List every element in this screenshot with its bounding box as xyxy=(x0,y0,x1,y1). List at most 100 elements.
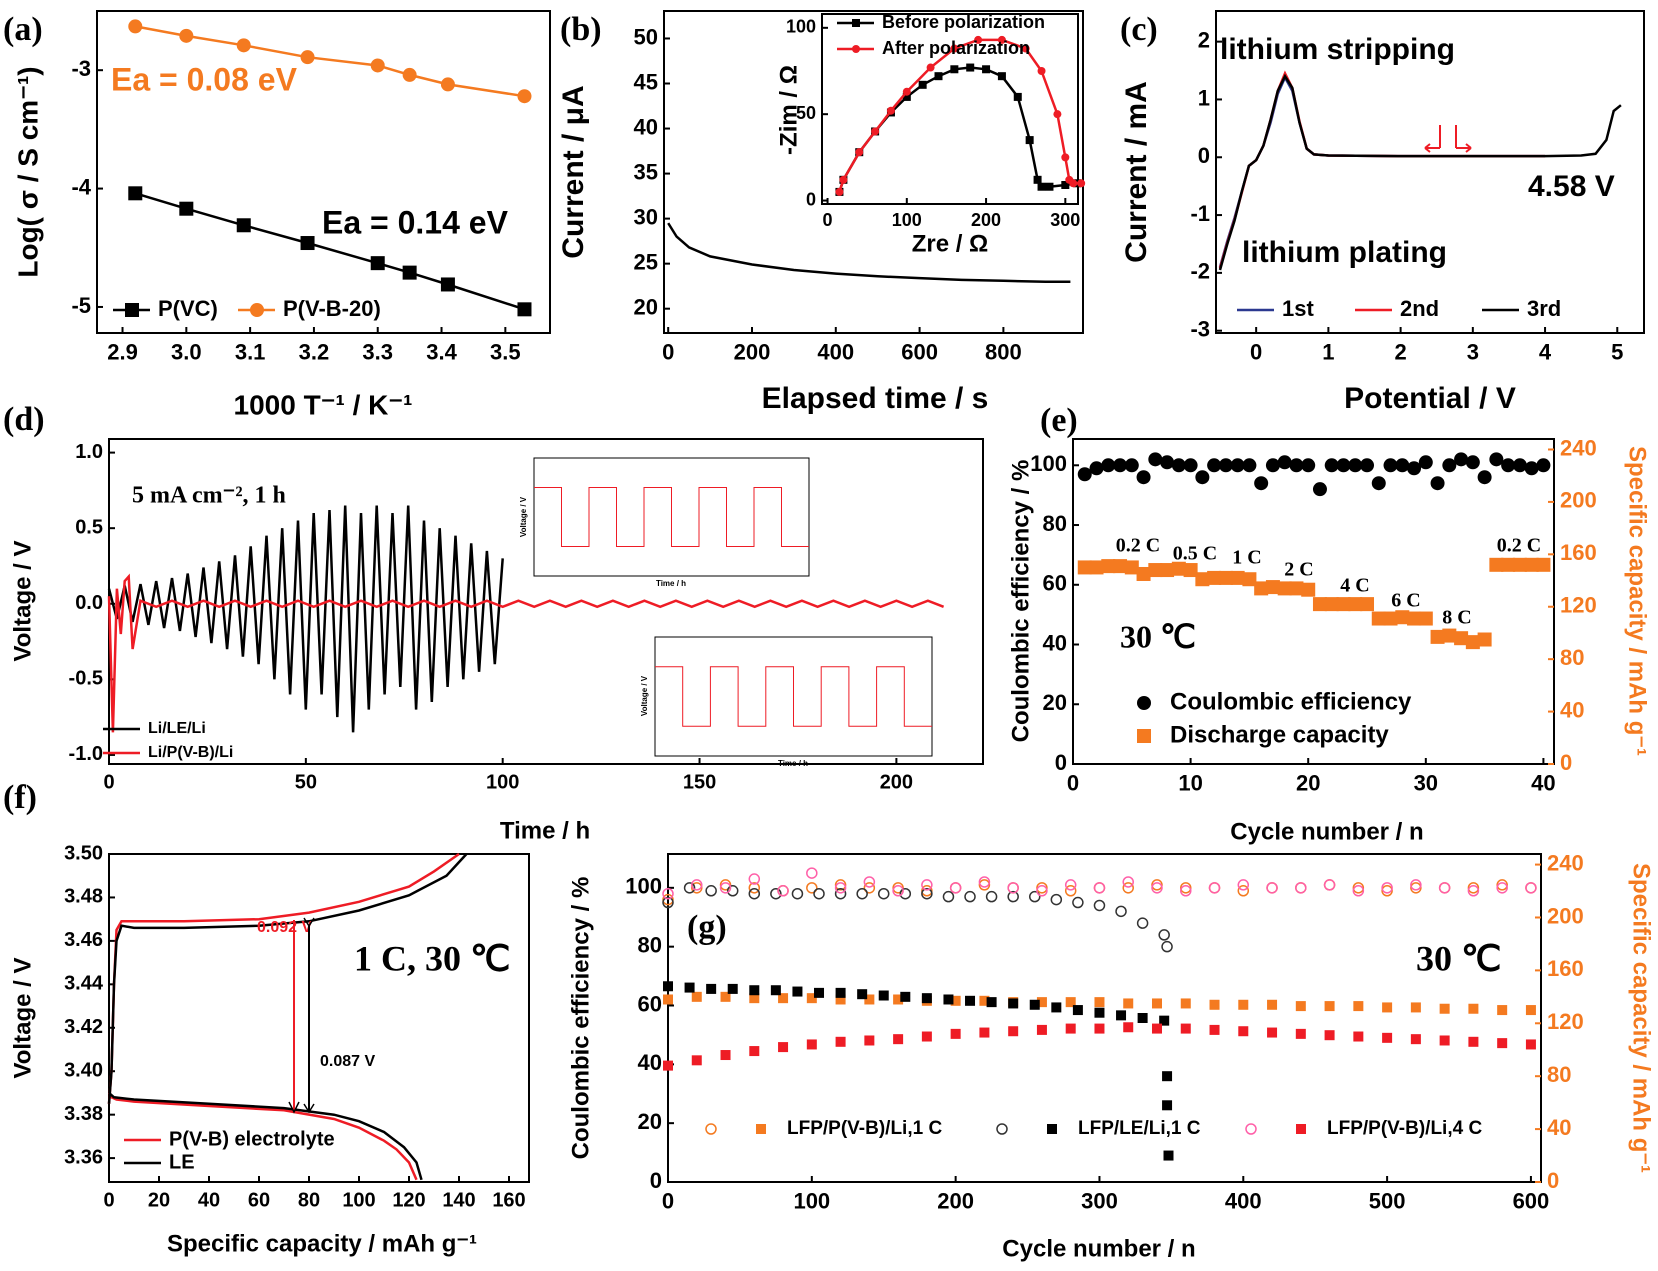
data-point xyxy=(892,885,904,897)
data-point xyxy=(857,989,868,1000)
legend-marker xyxy=(705,1123,717,1135)
y-axis-label: Log( σ / S cm⁻¹) xyxy=(12,66,43,277)
data-point xyxy=(806,1039,817,1050)
legend-marker xyxy=(1137,729,1151,743)
data-point xyxy=(1277,455,1292,470)
data-point xyxy=(806,867,818,879)
data-point xyxy=(1101,559,1116,574)
plot-frame xyxy=(667,853,1542,1183)
x-tick-label: 80 xyxy=(298,1189,320,1211)
legend-label: 1st xyxy=(1282,296,1314,321)
data-point xyxy=(720,1050,731,1061)
x-axis-label: 1000 T⁻¹ / K⁻¹ xyxy=(234,389,413,420)
y-tick-label: 3.36 xyxy=(64,1146,103,1168)
legend-label: P(V-B-20) xyxy=(283,296,381,321)
data-point xyxy=(1525,882,1537,894)
series-line xyxy=(107,573,945,733)
data-point xyxy=(777,885,789,897)
x-tick-label: 1 xyxy=(1322,340,1334,365)
x-tick-label: 2 xyxy=(1394,340,1406,365)
data-point xyxy=(1348,597,1363,612)
data-point xyxy=(1160,455,1175,470)
legend-label: Before polarization xyxy=(882,12,1045,32)
legend-label: LE xyxy=(169,1151,195,1173)
data-point xyxy=(864,1035,875,1046)
data-point xyxy=(792,986,803,997)
legend-label: 3rd xyxy=(1527,296,1561,321)
y2-tick-label: 160 xyxy=(1547,956,1584,981)
data-point xyxy=(748,882,761,894)
y-axis-label: Voltage / V xyxy=(640,675,649,716)
x-tick-label: 2.9 xyxy=(107,340,138,365)
legend-label: LFP/P(V-B)/Li,1 C xyxy=(787,1118,942,1139)
data-point xyxy=(236,218,251,233)
y-tick-label: 3.46 xyxy=(64,929,103,951)
y2-axis-label: Specific capacity / mAh g⁻¹ xyxy=(1624,446,1651,756)
data-point xyxy=(1242,572,1257,587)
data-point xyxy=(1183,563,1198,578)
x-tick-label: 600 xyxy=(1513,1189,1550,1214)
data-point xyxy=(1497,1038,1508,1049)
data-point xyxy=(1468,1036,1479,1047)
arrow-head xyxy=(288,917,315,1114)
data-point xyxy=(1465,455,1480,470)
data-point xyxy=(997,35,1006,44)
data-point xyxy=(1037,67,1046,75)
legend-label: Coulombic efficiency xyxy=(1170,688,1412,715)
data-point xyxy=(1525,1039,1536,1050)
data-point xyxy=(1028,890,1041,903)
y-tick-label: 40 xyxy=(1043,630,1067,655)
data-point xyxy=(1336,458,1351,473)
data-point xyxy=(727,983,738,994)
data-point xyxy=(1007,890,1019,903)
data-point xyxy=(1454,452,1469,467)
data-point xyxy=(663,1060,673,1071)
plot-frame xyxy=(108,853,530,1183)
data-point xyxy=(943,994,954,1005)
y-tick-label: 3.42 xyxy=(64,1016,103,1038)
legend-label: P(V-B) electrolyte xyxy=(169,1128,335,1150)
data-point xyxy=(942,890,955,903)
annotation: 0.5 C xyxy=(1173,543,1217,565)
data-point xyxy=(1094,997,1105,1008)
data-point xyxy=(1360,597,1375,612)
data-point xyxy=(1301,458,1316,473)
data-point xyxy=(1381,885,1393,897)
data-point xyxy=(1209,999,1220,1010)
data-point xyxy=(1324,458,1339,473)
data-point xyxy=(1101,458,1116,473)
data-point xyxy=(1077,560,1092,575)
x-tick-label: 3 xyxy=(1467,340,1479,365)
series-line xyxy=(534,487,809,547)
data-point xyxy=(1467,882,1480,894)
data-point xyxy=(1208,882,1221,894)
data-point xyxy=(706,983,717,994)
data-point xyxy=(1123,998,1134,1009)
y-tick-label: 100 xyxy=(786,17,816,37)
y-tick-label: 60 xyxy=(638,991,662,1016)
data-point xyxy=(1218,570,1233,585)
legend-label: Li/LE/Li xyxy=(148,720,206,737)
data-point xyxy=(1383,458,1398,473)
data-point xyxy=(1489,452,1504,467)
data-point xyxy=(683,882,696,894)
legend-marker xyxy=(1245,1123,1257,1135)
data-point xyxy=(1124,458,1139,473)
y-tick-label: 1 xyxy=(1198,85,1210,110)
data-point xyxy=(1524,461,1539,476)
y2-tick-label: 200 xyxy=(1547,903,1584,928)
data-point xyxy=(1162,1100,1173,1111)
data-point xyxy=(1352,882,1365,894)
data-point xyxy=(921,879,933,891)
data-point xyxy=(1021,44,1030,53)
y-tick-label: 35 xyxy=(634,159,658,184)
data-point xyxy=(1209,1024,1220,1035)
data-point xyxy=(300,236,315,251)
data-point xyxy=(1467,885,1480,897)
data-point xyxy=(1382,1002,1393,1013)
data-point xyxy=(517,302,532,317)
data-point xyxy=(978,879,991,891)
data-point xyxy=(899,887,912,900)
legend-marker xyxy=(1137,696,1151,710)
data-point xyxy=(835,1036,846,1047)
